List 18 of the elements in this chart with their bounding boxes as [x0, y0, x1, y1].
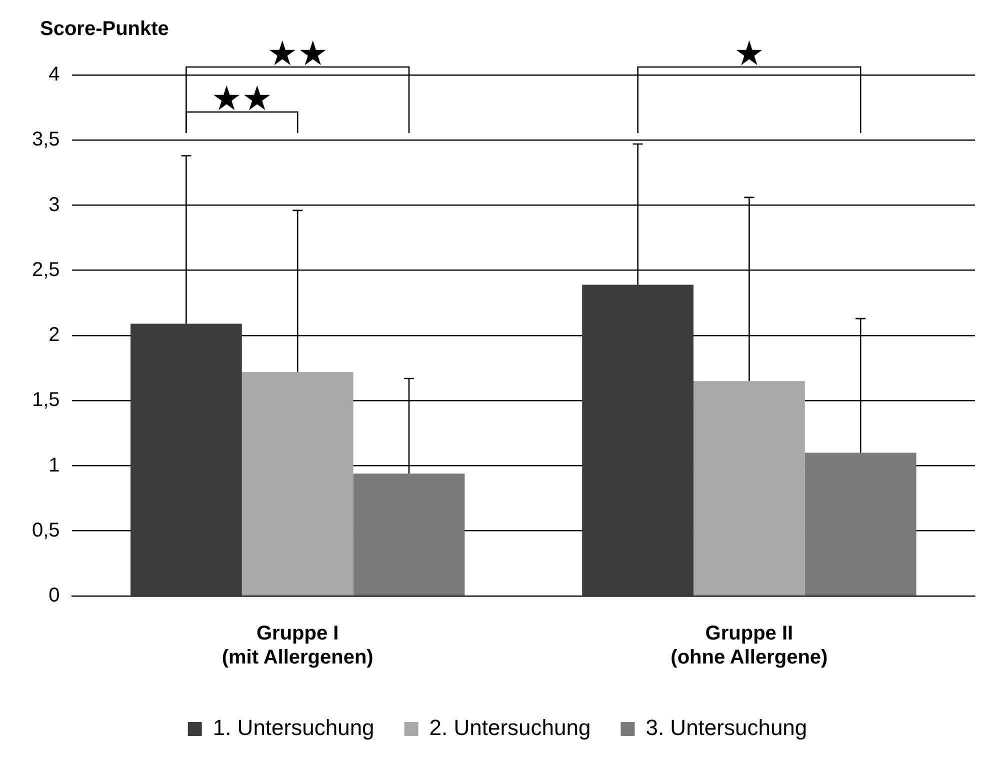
x-tick-label: Gruppe II (ohne Allergene): [670, 622, 828, 669]
legend-label: 2. Untersuchung: [429, 715, 591, 740]
y-tick-label: 2: [48, 324, 60, 346]
x-tick-label: Gruppe I (mit Allergenen): [222, 622, 374, 669]
y-tick-label: 1,5: [32, 389, 60, 412]
y-tick-label: 0,5: [32, 519, 60, 542]
y-tick-label: 3: [48, 194, 60, 216]
y-tick-label: 0: [48, 584, 60, 607]
y-tick-label: 4: [48, 64, 60, 86]
annotation: ★★: [211, 78, 272, 119]
text: ★★: [267, 34, 328, 74]
y-axis-title: Score-Punkte: [40, 18, 169, 41]
text: ★: [734, 34, 764, 74]
y-tick-label: 1: [48, 454, 60, 476]
y-tick-label: 2,5: [32, 258, 60, 281]
y-tick-label: 3,5: [32, 128, 60, 151]
legend-label: 3. Untersuchung: [646, 715, 808, 740]
legend-label: 1. Untersuchung: [212, 715, 374, 740]
